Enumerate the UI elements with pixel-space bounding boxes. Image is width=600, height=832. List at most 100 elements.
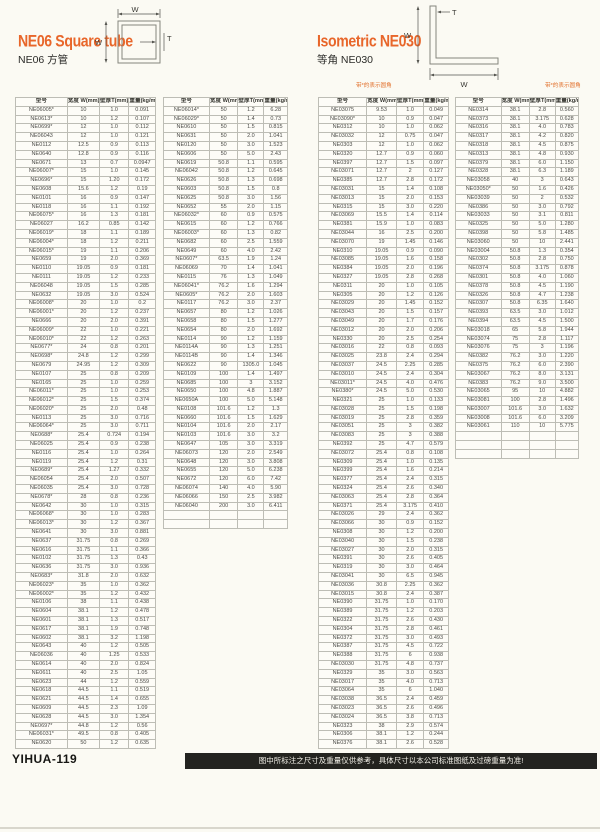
table-cell: 1.629 (263, 413, 288, 424)
table-cell: 12.7 (366, 176, 397, 186)
table-cell: NE0379 (455, 158, 502, 169)
table-cell: NE0119 (15, 457, 68, 468)
table-cell: 22 (66, 334, 100, 345)
table-cell: 6.238 (263, 466, 288, 477)
table-cell: 0.461 (423, 624, 449, 635)
table-cell: NE0111 (15, 272, 68, 283)
table-row: NE0308 30 1.2 0.200 (317, 528, 449, 538)
table-row: NE0658 80 1.5 1.277 (163, 316, 288, 327)
table-cell: 0.047 (423, 114, 449, 125)
ne06-title-en: NE06 Square tube (18, 32, 133, 52)
table-cell: 19.05 (66, 264, 100, 274)
table-cell: 0.263 (128, 334, 156, 345)
table-cell: 3.0 (528, 404, 556, 415)
table-cell: 1.3 (237, 228, 265, 239)
table-cell: 0.517 (128, 616, 156, 626)
table-cell: 1.25 (98, 651, 130, 661)
table-cell: NE0611 (15, 668, 68, 679)
table-row: NE0383 76.2 9.0 3.500 (455, 378, 580, 389)
table-row: NE0306 38.1 1.2 0.244 (317, 730, 449, 741)
table-row: NE0321 25 1.0 0.133 (317, 396, 449, 406)
table-cell: 0.459 (423, 695, 449, 705)
table-cell: NE0641 (15, 528, 68, 538)
table-cell: 15 (366, 202, 397, 213)
table-cell: 76 (208, 272, 239, 283)
table-row: NE06074 140 4.0 5.90 (163, 484, 288, 494)
table-cell: 1.238 (554, 290, 580, 301)
table-cell: 25 (66, 387, 100, 398)
table-row: NE03015 30.8 2.4 0.387 (317, 589, 449, 600)
ne030-title-zh: 等角 NE030 (317, 54, 374, 66)
table-row: NE0303 12 1.0 0.062 (317, 140, 449, 151)
table-row: NE0115 76 1.3 1.049 (163, 272, 288, 283)
table-cell: 1.4 (395, 211, 425, 222)
table-cell: 0.211 (128, 237, 156, 248)
table-cell: 44.5 (66, 695, 100, 705)
table-row: NE0311 20 1.0 0.105 (317, 281, 449, 292)
corner-note-1: 带*的表示圆角 (356, 83, 392, 89)
table-cell: 3.175 (528, 264, 556, 274)
table-cell: 25.4 (66, 448, 100, 459)
dim-t: T (452, 8, 457, 17)
table-row: NE06002* 35 1.2 0.432 (15, 589, 156, 600)
table-cell: NE06066 (163, 492, 210, 503)
table-cell: 44.5 (66, 686, 100, 697)
table-cell: 1.3 (237, 176, 265, 186)
table-cell: 1.0 (98, 378, 130, 389)
table-cell: 36.5 (366, 703, 397, 714)
table-cell: NE0388 (317, 651, 368, 661)
table-cell: 31.75 (366, 598, 397, 609)
table-cell: 90 (208, 343, 239, 354)
table-cell: 120 (208, 457, 239, 468)
table-cell: 120 (208, 475, 239, 486)
table-row: NE0640 12.8 0.9 0.116 (15, 149, 156, 160)
table-cell: NE0643 (15, 642, 68, 653)
table-row: NE0120 50 3.0 1.523 (163, 140, 288, 151)
table-row: NE0329 35 3.0 0.563 (317, 668, 449, 679)
table-row: NE0390 31.75 1.0 0.170 (317, 598, 449, 609)
table-row: NE06032* 60 0.9 0.575 (163, 211, 288, 222)
table-cell: 3 (395, 422, 425, 433)
table-cell: NE0607* (163, 255, 210, 266)
table-cell: NE0392 (317, 440, 368, 450)
table-cell: 0.194 (128, 431, 156, 442)
table-cell: 0.220 (423, 202, 449, 213)
table-cell: 60 (208, 237, 239, 248)
table-cell: 1.2 (237, 220, 265, 230)
table-cell: 20 (366, 299, 397, 310)
table-row: NE0374 50.8 3.175 0.878 (455, 264, 580, 274)
table-cell: NE0620 (15, 739, 68, 749)
table-cell: 3.0 (237, 501, 265, 512)
table-cell: 31.75 (66, 554, 100, 565)
table-row: NE03039 50 2 0.532 (455, 193, 580, 204)
table-row: NE03058 40 3 0.643 (455, 176, 580, 186)
table-cell: 0.172 (128, 176, 156, 186)
table-cell: 10 (366, 123, 397, 134)
table-cell: NE0375 (455, 360, 502, 371)
table-cell: NE0397 (317, 158, 368, 169)
table-cell: 1.0 (98, 325, 130, 336)
table-row: NE06020* 25 2.0 0.48 (15, 404, 156, 415)
table-cell: 50.8 (500, 299, 530, 310)
table-cell: 0.264 (128, 448, 156, 459)
table-cell: 38.1 (500, 149, 530, 160)
table-row: NE06015* 19 1.1 0.206 (15, 246, 156, 257)
table-cell: 101.6 (500, 413, 530, 424)
table-cell: 1.0 (98, 510, 130, 521)
table-cell: 50.8 (500, 264, 530, 274)
table-cell: 0.875 (554, 140, 580, 151)
table-row: NE0388 31.75 6 0.938 (317, 651, 449, 661)
table-cell: 1.189 (554, 167, 580, 178)
table-cell: 1.3 (237, 272, 265, 283)
table-cell: 150 (208, 492, 239, 503)
table-row: NE0320 12.7 0.9 0.060 (317, 149, 449, 160)
table-cell: 1.523 (263, 140, 288, 151)
table-cell: 19.05 (366, 255, 397, 266)
table-cell: 120 (208, 448, 239, 459)
table-cell: 3.0 (98, 484, 130, 494)
table-cell: 0.236 (128, 492, 156, 503)
table-row: NE03008 101.6 6.0 3.209 (455, 413, 580, 424)
table-cell: 30 (366, 563, 397, 574)
table-cell: 3.209 (554, 413, 580, 424)
